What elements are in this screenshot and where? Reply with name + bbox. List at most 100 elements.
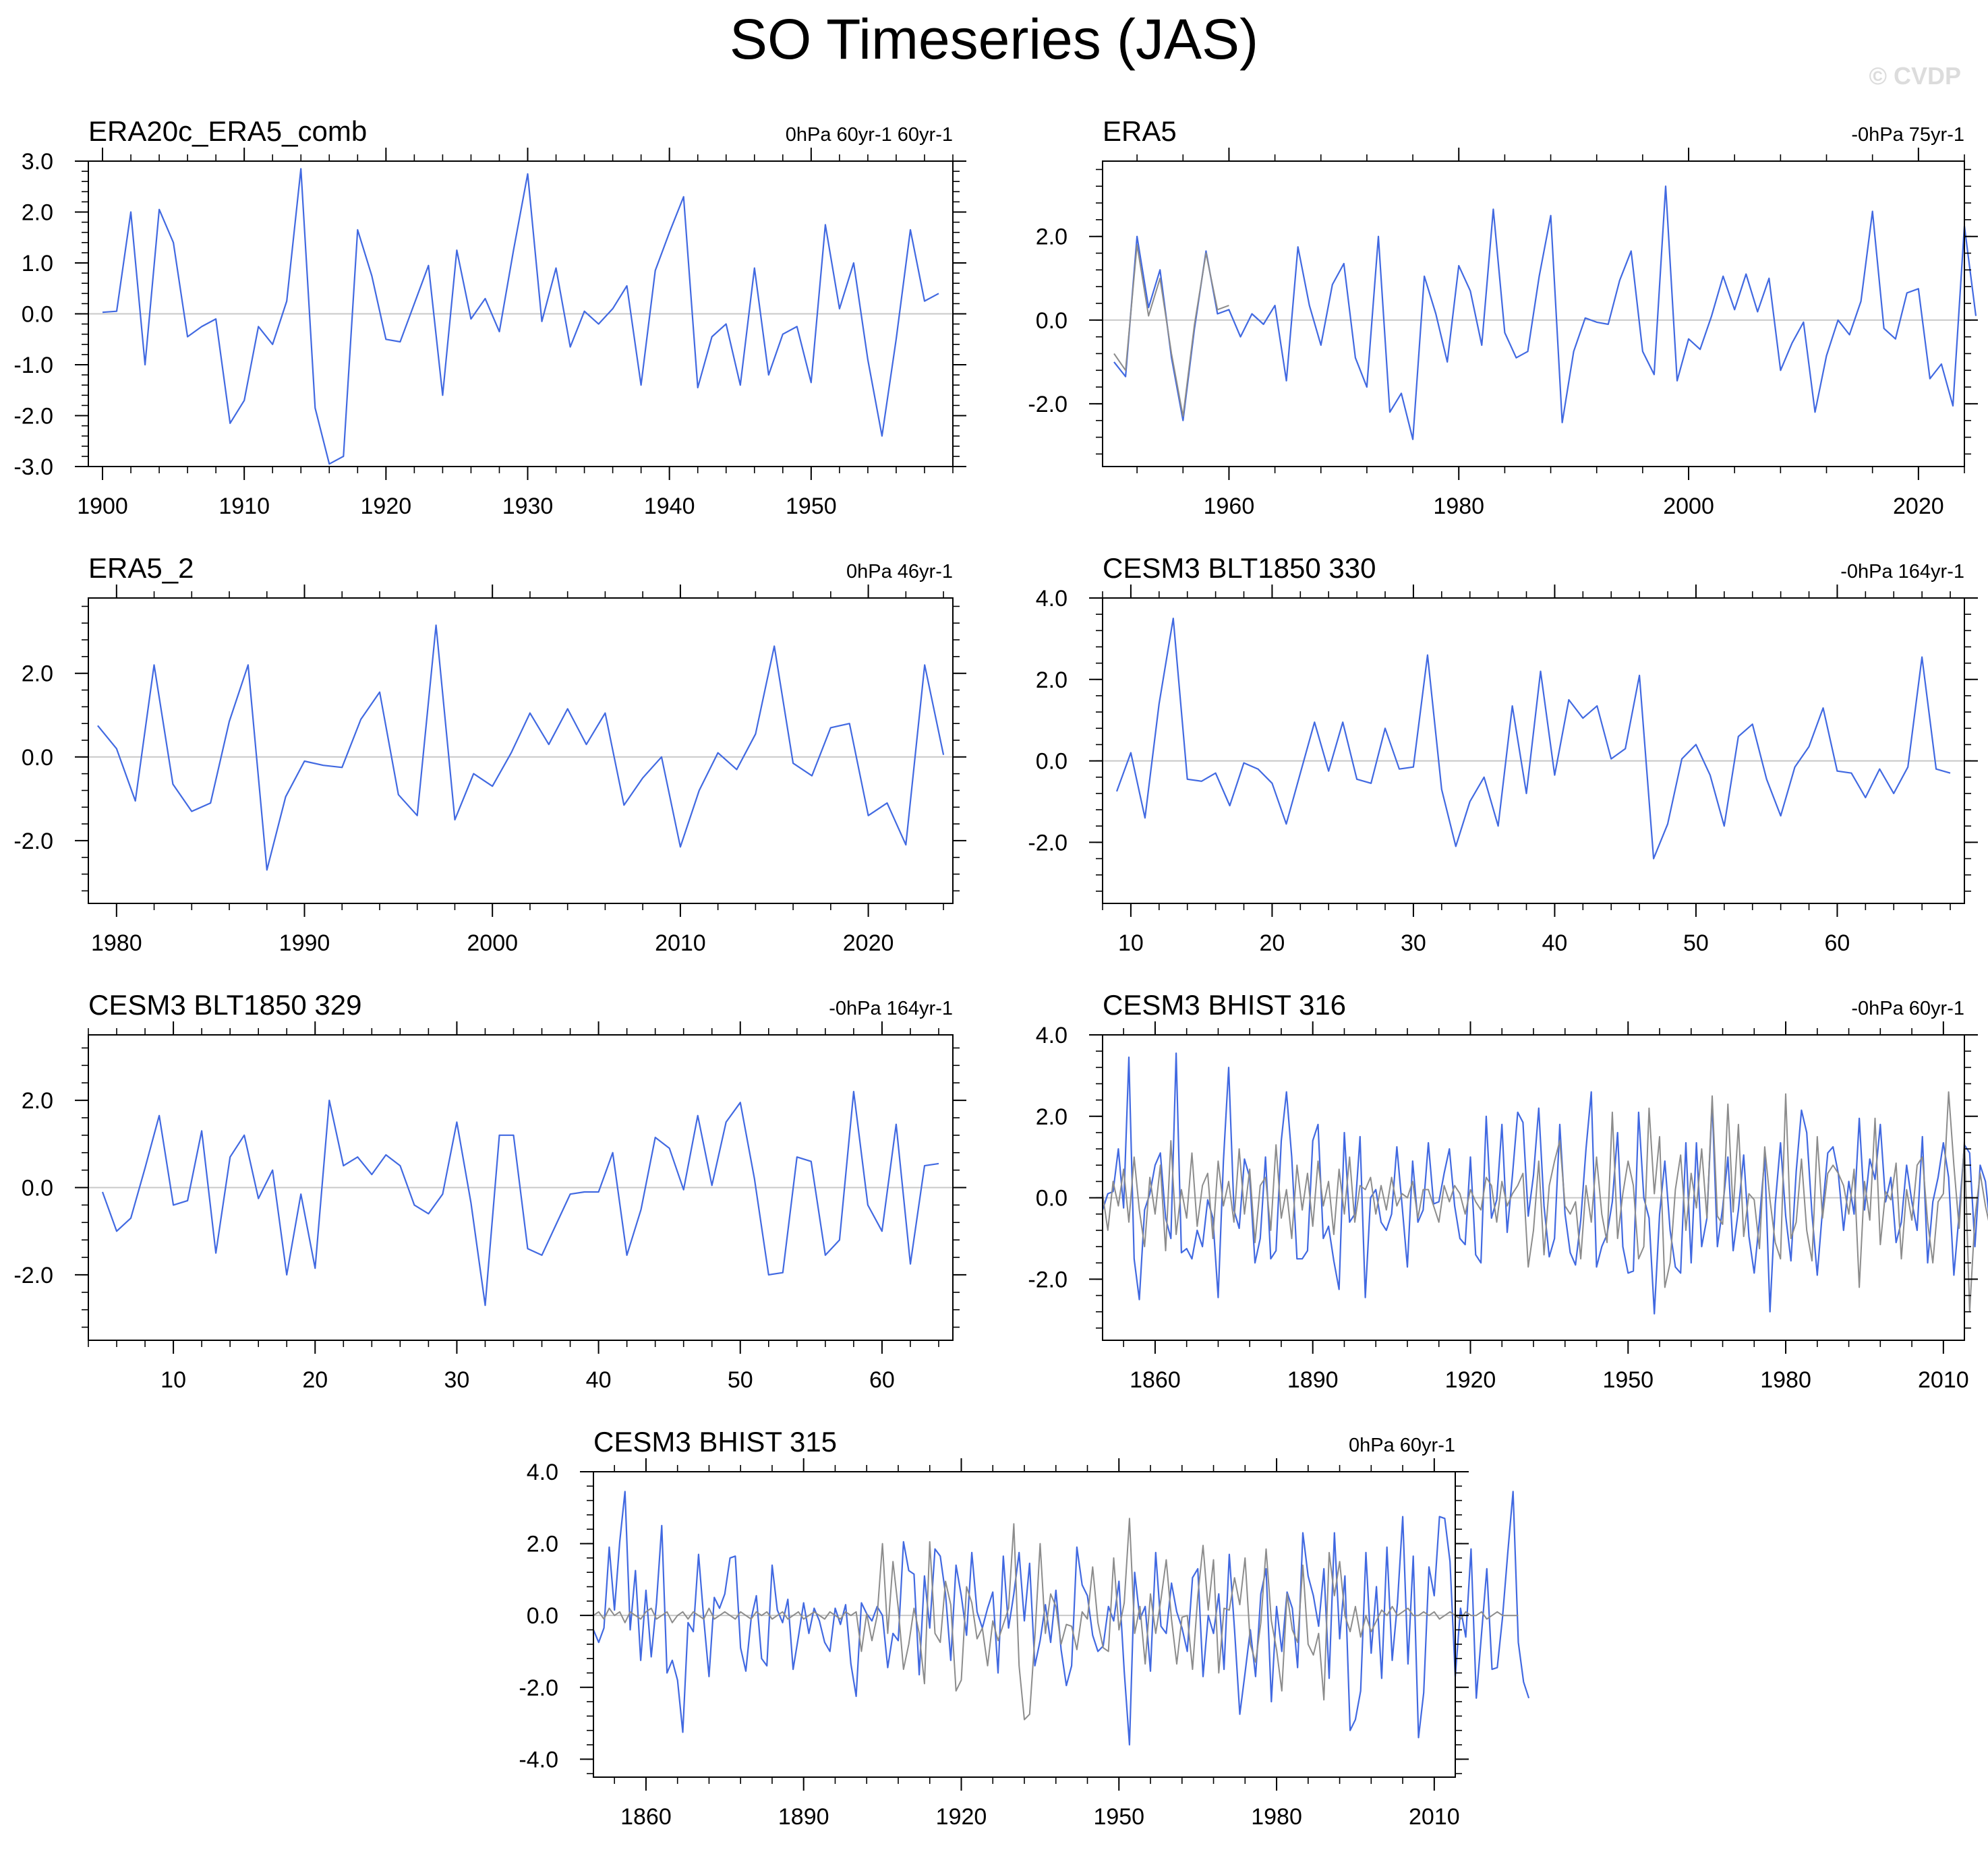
- chart-panel: ERA5_2 0hPa 46yr-1 1980 1990 2000 2010 2020 -2.…: [13, 552, 966, 956]
- y-tick-label: 2.0: [1036, 667, 1068, 693]
- x-tick-label: 1920: [936, 1804, 987, 1830]
- y-tick-label: 0.0: [1036, 1186, 1068, 1212]
- x-tick-label: 20: [302, 1367, 328, 1393]
- y-tick-label: 2.0: [527, 1532, 558, 1557]
- x-tick-label: 2020: [1893, 494, 1944, 519]
- x-tick-label: 1990: [279, 930, 330, 956]
- x-tick-label: 2010: [655, 930, 706, 956]
- x-tick-label: 2010: [1409, 1804, 1460, 1830]
- x-tick-label: 40: [1542, 930, 1568, 956]
- panel-info: 0hPa 60yr-1 60yr-1: [786, 124, 953, 146]
- chart-panel: CESM3 BHIST 315 0hPa 60yr-1 1860 1890 1920 19…: [519, 1426, 1530, 1830]
- primary-series-line: [97, 624, 945, 871]
- y-tick-label: 0.0: [1036, 308, 1068, 334]
- y-tick-label: -2.0: [1028, 1267, 1068, 1292]
- x-tick-label: 1900: [77, 494, 128, 519]
- x-tick-label: 30: [1401, 930, 1426, 956]
- x-tick-label: 2000: [467, 930, 518, 956]
- x-tick-label: 20: [1259, 930, 1285, 956]
- x-tick-label: 2020: [843, 930, 894, 956]
- secondary-series-line: [1113, 244, 1229, 417]
- plot-frame: [1102, 597, 1965, 904]
- x-tick-label: 1910: [218, 494, 270, 519]
- x-tick-label: 1950: [786, 494, 837, 519]
- x-tick-label: 1950: [1602, 1367, 1654, 1393]
- y-tick-label: 0.0: [527, 1603, 558, 1629]
- panel-info: -0hPa 164yr-1: [829, 998, 953, 1019]
- y-tick-label: -2.0: [1028, 392, 1068, 417]
- y-tick-label: 2.0: [1036, 225, 1068, 250]
- y-tick-label: 1.0: [22, 251, 53, 276]
- y-tick-label: 4.0: [527, 1460, 558, 1485]
- x-tick-label: 30: [444, 1367, 470, 1393]
- y-tick-label: -4.0: [519, 1747, 558, 1772]
- x-tick-label: 40: [586, 1367, 612, 1393]
- y-tick-label: 2.0: [22, 1088, 53, 1114]
- panel-title: CESM3 BLT1850 330: [1103, 552, 1376, 584]
- y-tick-label: -2.0: [519, 1675, 558, 1701]
- y-tick-label: 3.0: [22, 149, 53, 175]
- primary-series-line: [101, 1090, 939, 1307]
- chart-panel: CESM3 BLT1850 329 -0hPa 164yr-1 10 20 30 40 50…: [13, 989, 966, 1393]
- y-tick-label: 4.0: [1036, 1023, 1068, 1048]
- watermark-text: © CVDP: [1869, 62, 1961, 90]
- x-tick-label: 1940: [644, 494, 695, 519]
- y-tick-label: -2.0: [1028, 830, 1068, 856]
- x-tick-label: 1920: [361, 494, 412, 519]
- x-tick-label: 1950: [1093, 1804, 1144, 1830]
- x-tick-label: 50: [728, 1367, 753, 1393]
- x-tick-label: 10: [160, 1367, 186, 1393]
- x-tick-label: 1930: [502, 494, 554, 519]
- x-tick-label: 1960: [1204, 494, 1255, 519]
- primary-series-line: [1113, 185, 1977, 440]
- y-tick-label: 0.0: [22, 302, 53, 328]
- x-tick-label: 2010: [1918, 1367, 1969, 1393]
- panel-info: 0hPa 46yr-1: [846, 561, 953, 582]
- panel-info: -0hPa 60yr-1: [1851, 998, 1964, 1019]
- x-tick-label: 10: [1118, 930, 1144, 956]
- y-tick-label: -1.0: [13, 353, 53, 378]
- y-tick-label: 0.0: [22, 745, 53, 771]
- x-tick-label: 1890: [1287, 1367, 1339, 1393]
- x-tick-label: 1980: [1251, 1804, 1302, 1830]
- panel-title: CESM3 BHIST 316: [1103, 989, 1346, 1021]
- primary-series-line: [592, 1491, 1530, 1746]
- primary-series-line: [102, 168, 939, 465]
- panel-title: CESM3 BLT1850 329: [88, 989, 361, 1021]
- panel-title: CESM3 BHIST 315: [593, 1426, 837, 1458]
- chart-panel: ERA5 -0hPa 75yr-1 1960 1980 2000 2020 -2.0 0.0 2…: [1028, 115, 1978, 519]
- y-tick-label: -3.0: [13, 454, 53, 480]
- panel-info: 0hPa 60yr-1: [1349, 1435, 1455, 1456]
- y-tick-label: 2.0: [1036, 1104, 1068, 1130]
- plot-frame: [88, 597, 954, 904]
- x-tick-label: 1860: [620, 1804, 672, 1830]
- y-tick-label: 0.0: [1036, 749, 1068, 775]
- panel-title: ERA5: [1103, 115, 1177, 147]
- y-tick-label: -2.0: [13, 404, 53, 429]
- x-tick-label: 2000: [1663, 494, 1714, 519]
- panel-info: -0hPa 75yr-1: [1851, 124, 1964, 146]
- y-tick-label: 2.0: [22, 661, 53, 687]
- secondary-series-line: [593, 1518, 1519, 1721]
- y-tick-label: 0.0: [22, 1176, 53, 1201]
- page-title: SO Timeseries (JAS): [729, 7, 1259, 71]
- y-tick-label: 4.0: [1036, 586, 1068, 611]
- x-tick-label: 60: [869, 1367, 895, 1393]
- x-tick-label: 1890: [778, 1804, 829, 1830]
- chart-panel: ERA20c_ERA5_comb 0hPa 60yr-1 60yr-1 1900 19…: [13, 115, 966, 519]
- secondary-series-line: [1102, 1091, 1988, 1313]
- panel-title: ERA20c_ERA5_comb: [88, 115, 367, 147]
- x-tick-label: 50: [1683, 930, 1709, 956]
- y-tick-label: -2.0: [13, 829, 53, 854]
- y-tick-label: -2.0: [13, 1263, 53, 1288]
- panel-title: ERA5_2: [88, 552, 194, 584]
- chart-panel: CESM3 BLT1850 330 -0hPa 164yr-1 10 20 30 40 50…: [1028, 552, 1978, 956]
- primary-series-line: [1101, 1052, 1988, 1315]
- y-tick-label: 2.0: [22, 200, 53, 226]
- x-tick-label: 1980: [1433, 494, 1484, 519]
- x-tick-label: 1920: [1445, 1367, 1496, 1393]
- plot-frame: [1102, 1034, 1965, 1341]
- primary-series-line: [1115, 618, 1951, 860]
- x-tick-label: 60: [1825, 930, 1850, 956]
